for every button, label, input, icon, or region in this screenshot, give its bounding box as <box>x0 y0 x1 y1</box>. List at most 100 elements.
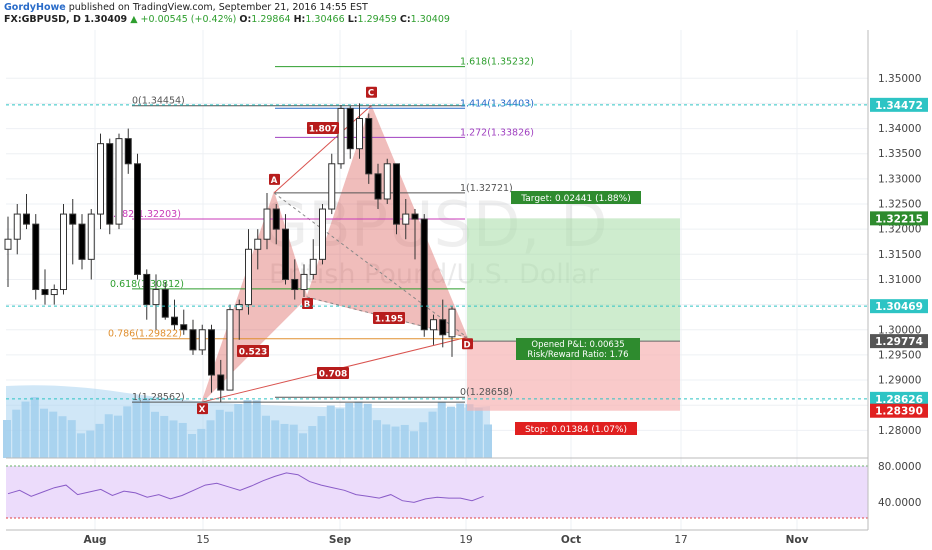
price-tag-label: 1.28390 <box>875 406 923 418</box>
stop-label: Stop: 0.01384 (1.07%) <box>525 425 627 435</box>
price-tag-label: 1.32215 <box>875 213 923 225</box>
close-label: C: <box>399 14 411 25</box>
price-tick-label: 1.34000 <box>878 123 921 135</box>
volume-ma-area <box>6 385 490 458</box>
low-value: 1.29459 <box>357 14 397 25</box>
publish-info: published on TradingView.com, September … <box>68 2 368 13</box>
pattern-point-label: B <box>304 300 310 310</box>
candle-body <box>402 213 410 225</box>
symbol-label: FX:GBPUSD, D <box>4 14 81 25</box>
price-tag-label: 1.29774 <box>875 336 923 348</box>
candle-body <box>420 218 428 331</box>
candle-body <box>32 223 40 291</box>
candle-body <box>97 143 104 215</box>
candle-body <box>291 278 299 291</box>
candle-body <box>78 223 86 260</box>
fib-level-label: 0(1.28658) <box>460 387 513 398</box>
price-tag <box>870 97 928 112</box>
price-tick-label: 1.35000 <box>878 73 921 85</box>
price-tick-label: 1.30000 <box>878 324 921 336</box>
open-label: O: <box>239 14 252 25</box>
price-tag-label: 1.28626 <box>875 394 923 406</box>
ac-line <box>273 105 372 194</box>
high-label: H: <box>293 14 306 25</box>
up-arrow-icon: ▲ <box>130 14 138 25</box>
candle-body <box>430 319 437 331</box>
candle-body <box>448 308 456 338</box>
candle-body <box>365 118 373 175</box>
stop-badge <box>515 422 637 435</box>
candle-body <box>217 374 225 391</box>
target-label: Target: 0.02441 (1.88%) <box>520 194 630 204</box>
candle-body <box>226 309 234 391</box>
price-tag <box>870 334 928 349</box>
candle-body <box>189 329 197 351</box>
time-tick-label: 15 <box>196 534 209 546</box>
fib-level-label: 1.618(1.35232) <box>460 57 534 68</box>
candle-body <box>161 289 169 318</box>
candle-body <box>254 238 262 250</box>
candle-body <box>171 316 178 326</box>
candle-body <box>346 107 354 150</box>
candle-body <box>393 163 400 225</box>
candle-body <box>235 304 243 311</box>
price-tick-label: 1.33000 <box>878 173 921 185</box>
candle-body <box>87 213 95 260</box>
candle-body <box>319 208 326 260</box>
price-tag <box>870 299 928 314</box>
candle-body <box>309 258 317 275</box>
price-tick-label: 1.29000 <box>878 375 921 387</box>
time-tick-label: Nov <box>786 534 809 546</box>
pattern-point-badge <box>462 338 473 350</box>
candle-body <box>4 238 12 250</box>
time-tick-label: 17 <box>674 534 687 546</box>
candle-body <box>152 289 160 306</box>
ratio-label: 1.807 <box>309 125 337 135</box>
price-change: +0.00545 (+0.42%) <box>140 14 237 25</box>
rsi-line <box>7 472 484 503</box>
ratio-label: 0.523 <box>239 348 267 358</box>
price-tick-label: 1.28000 <box>878 425 921 437</box>
candle-body <box>300 273 308 291</box>
candle-body <box>180 324 188 331</box>
price-tag <box>870 211 928 226</box>
close-value: 1.30409 <box>410 14 450 25</box>
target-zone <box>467 218 680 342</box>
candle-body <box>124 138 132 165</box>
price-tick-label: 1.33500 <box>878 148 921 160</box>
candle-body <box>13 213 21 240</box>
candle-body <box>50 289 58 296</box>
fib-level-label: 0.382(1.32203) <box>107 209 181 220</box>
fib-level-label: 1(1.32721) <box>460 183 513 194</box>
candle-body <box>383 163 391 200</box>
price-tag <box>870 391 928 406</box>
time-tick-label: 19 <box>459 534 472 546</box>
fib-level-label: 1.414(1.34403) <box>460 98 534 109</box>
author-name[interactable]: GordyHowe <box>4 2 66 13</box>
price-tag-label: 1.34472 <box>875 100 923 112</box>
candle-body <box>282 228 289 280</box>
pnl-label: Opened P&L: 0.00635 <box>531 340 624 350</box>
time-tick-label: Sep <box>329 534 352 546</box>
fib-level-label: 1.272(1.33826) <box>460 127 534 138</box>
ad-dashed-line <box>273 192 468 338</box>
rsi-tick-label: 40.0000 <box>878 497 921 509</box>
target-badge <box>511 191 641 204</box>
pattern-point-badge <box>366 86 377 98</box>
price-tag-label: 1.30469 <box>875 301 923 313</box>
pnl-badge <box>516 338 640 360</box>
ratio-badge <box>237 345 269 357</box>
candle-body <box>328 163 336 210</box>
candle-body <box>439 319 447 336</box>
price-pane <box>6 30 868 458</box>
candle-body <box>411 213 419 220</box>
candle-body <box>41 289 49 296</box>
candle-body <box>356 118 363 150</box>
publish-line: GordyHowe published on TradingView.com, … <box>4 2 368 13</box>
ratio-badge <box>307 122 339 134</box>
candle-body <box>374 173 382 200</box>
candle-body <box>337 107 345 165</box>
pattern-point-badge <box>197 403 208 415</box>
time-tick-label: Oct <box>561 534 581 546</box>
